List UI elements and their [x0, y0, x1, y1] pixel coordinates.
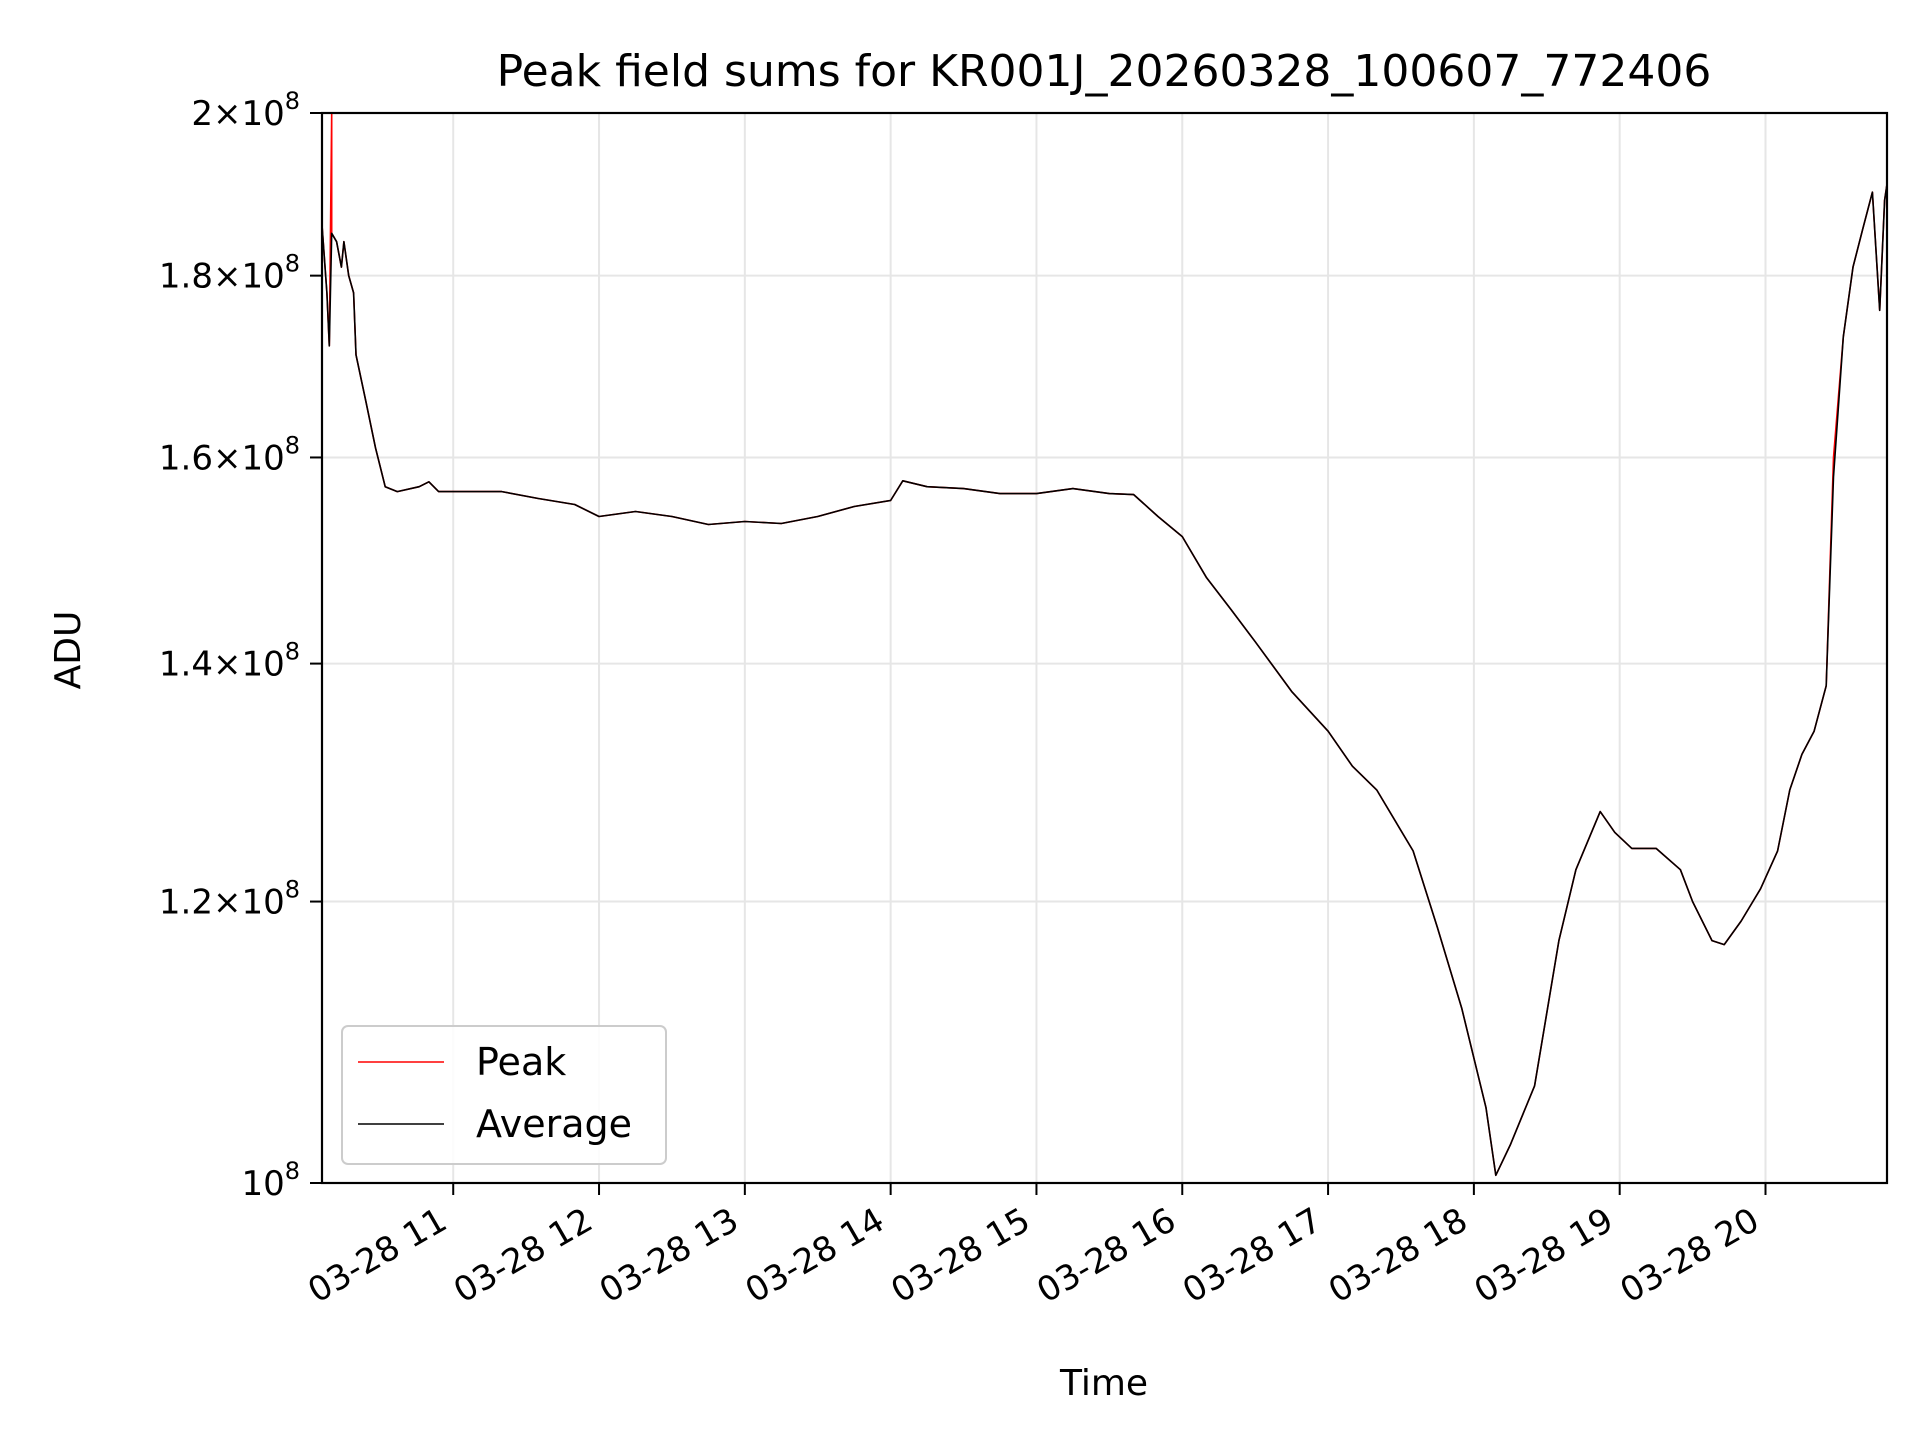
- y-tick-base: 10: [241, 438, 284, 478]
- y-tick-mantissa: 1.4: [159, 645, 213, 685]
- y-tick-exponent: 8: [285, 87, 300, 115]
- y-tick-base: 10: [241, 645, 284, 685]
- y-tick-exponent: 8: [285, 431, 300, 459]
- y-tick-times: ×: [213, 645, 242, 685]
- chart-title: Peak field sums for KR001J_20260328_1006…: [497, 46, 1712, 97]
- legend-box: [341, 1025, 667, 1165]
- x-axis-label: Time: [1059, 1363, 1148, 1404]
- series-layer: [322, 113, 1887, 1177]
- y-tick-exponent: 8: [285, 876, 300, 904]
- y-tick-mantissa: 2: [191, 94, 213, 134]
- y-tick-mantissa: 1.6: [159, 438, 213, 478]
- y-tick-label: 2×108: [191, 87, 300, 134]
- y-tick-exponent: 8: [285, 250, 300, 278]
- series-line-average: [322, 183, 1887, 1177]
- y-tick-base: 10: [241, 883, 284, 923]
- legend-label-average: Average: [476, 1102, 632, 1146]
- y-axis-label: ADU: [48, 611, 89, 690]
- y-tick-label: 108: [241, 1157, 300, 1204]
- y-tick-label: 1.2×108: [159, 876, 300, 923]
- y-tick-mantissa: 1.8: [159, 257, 213, 297]
- y-tick-times: ×: [213, 257, 242, 297]
- y-tick-times: ×: [213, 883, 242, 923]
- y-tick-base: 10: [241, 1164, 284, 1204]
- legend-label-peak: Peak: [476, 1040, 566, 1084]
- y-tick-base: 10: [241, 94, 284, 134]
- plot-frame: [320, 111, 1889, 1185]
- legend: Peak Average: [341, 1025, 667, 1165]
- y-tick-times: ×: [213, 438, 242, 478]
- y-tick-label: 1.6×108: [159, 431, 300, 478]
- y-tick-label: 1.8×108: [159, 250, 300, 297]
- y-tick-times: ×: [213, 94, 242, 134]
- y-tick-label: 1.4×108: [159, 638, 300, 685]
- y-tick-exponent: 8: [285, 638, 300, 666]
- y-tick-base: 10: [241, 257, 284, 297]
- y-tick-mantissa: 1.2: [159, 883, 213, 923]
- y-tick-exponent: 8: [285, 1157, 300, 1185]
